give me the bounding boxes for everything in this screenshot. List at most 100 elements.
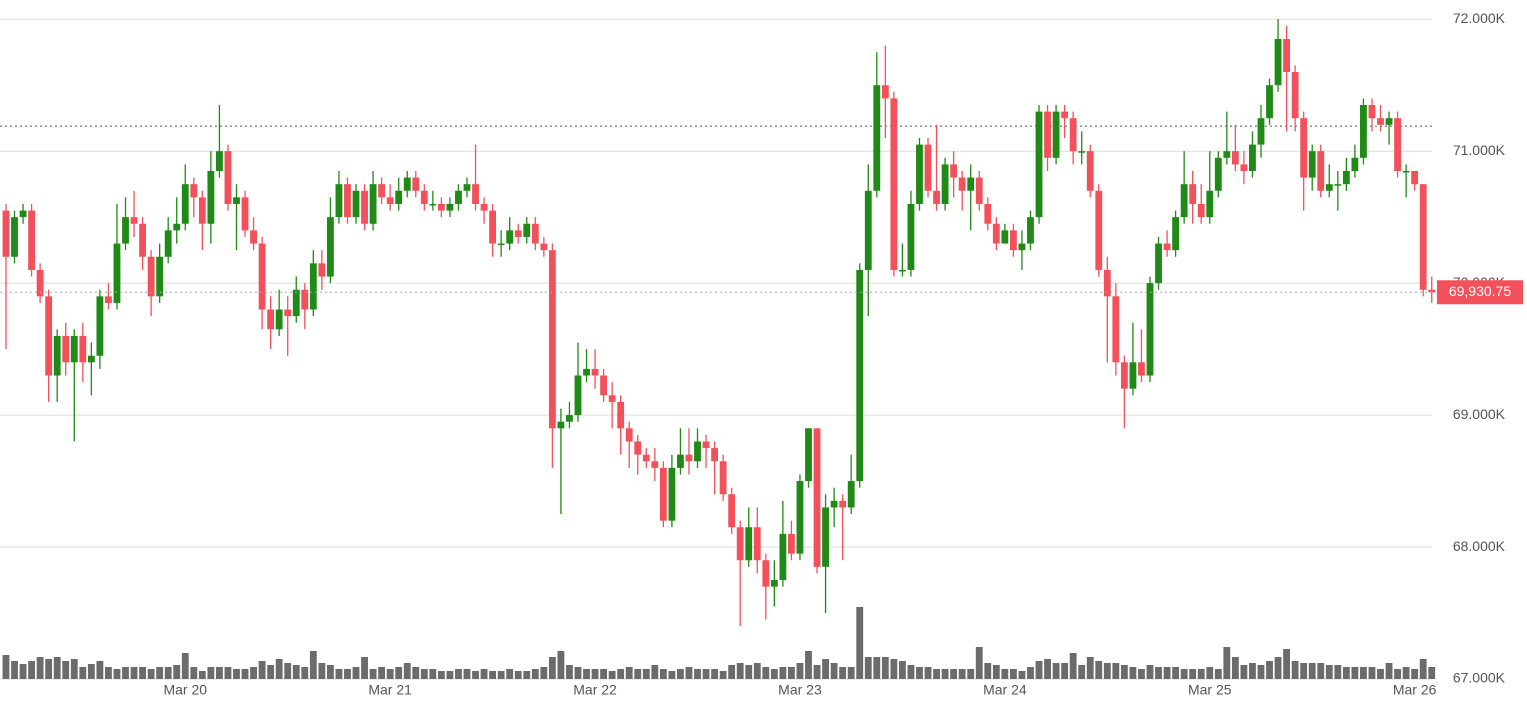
volume-bar bbox=[1283, 649, 1291, 679]
volume-bar bbox=[352, 667, 360, 679]
volume-bar bbox=[284, 663, 292, 679]
volume-bar bbox=[651, 665, 659, 679]
candle-body bbox=[1189, 184, 1197, 204]
volume-bar bbox=[53, 657, 61, 679]
candle-body bbox=[1411, 170, 1419, 185]
candle-body bbox=[1069, 118, 1077, 152]
candle-body bbox=[984, 203, 992, 224]
candle-body bbox=[1120, 362, 1128, 389]
volume-bar bbox=[378, 667, 386, 679]
candle-body bbox=[198, 197, 206, 224]
volume-bar bbox=[156, 667, 164, 679]
candle-body bbox=[19, 210, 27, 218]
candle-body bbox=[318, 263, 326, 277]
candle-body bbox=[1325, 184, 1333, 191]
volume-bar bbox=[292, 665, 300, 679]
volume-bar bbox=[685, 667, 693, 679]
candle-body bbox=[779, 533, 787, 581]
volume-bar bbox=[625, 667, 633, 679]
volume-bar bbox=[87, 664, 95, 679]
volume-bar bbox=[1394, 669, 1401, 679]
volume-bar bbox=[1180, 669, 1188, 679]
volume-bar bbox=[181, 653, 189, 679]
candle-body bbox=[156, 256, 164, 297]
candle-body bbox=[1112, 296, 1120, 363]
volume-bar bbox=[361, 657, 368, 679]
candle-body bbox=[1095, 190, 1103, 270]
candle-body bbox=[531, 223, 539, 244]
volume-bar bbox=[446, 671, 454, 679]
candle-body bbox=[916, 144, 923, 204]
candle-body bbox=[992, 223, 1000, 244]
candle-body bbox=[847, 481, 855, 508]
volume-bar bbox=[1377, 669, 1384, 679]
volume-bar bbox=[275, 659, 283, 679]
volume-bar bbox=[719, 671, 727, 679]
volume-bar bbox=[224, 667, 232, 679]
candle-body bbox=[292, 289, 300, 317]
candle-body bbox=[1061, 111, 1069, 119]
candle-body bbox=[770, 580, 778, 587]
candle-body bbox=[420, 190, 428, 204]
volume-bar bbox=[933, 669, 940, 679]
volume-bar bbox=[1018, 671, 1026, 679]
volume-bar bbox=[1342, 667, 1350, 679]
volume-bar bbox=[344, 669, 351, 679]
volume-bar bbox=[1146, 665, 1154, 679]
volume-bar bbox=[437, 671, 445, 679]
volume-bar bbox=[1334, 665, 1342, 679]
volume-bar bbox=[992, 665, 1000, 679]
candle-body bbox=[719, 461, 727, 495]
candle-body bbox=[1180, 184, 1188, 218]
volume-bar bbox=[1223, 647, 1231, 679]
volume-bar bbox=[1317, 663, 1325, 679]
candle-body bbox=[1419, 184, 1427, 290]
volume-bar bbox=[335, 669, 343, 679]
candle-body bbox=[566, 415, 573, 422]
volume-bar bbox=[1189, 669, 1197, 679]
candle-body bbox=[685, 454, 693, 462]
volume-bar bbox=[668, 671, 676, 679]
volume-bar bbox=[198, 671, 206, 679]
volume-bar bbox=[1291, 661, 1299, 679]
volume-bar bbox=[779, 667, 787, 679]
candle-body bbox=[753, 527, 761, 561]
candle-body bbox=[813, 428, 821, 567]
volume-bar bbox=[540, 667, 548, 679]
volume-bar bbox=[728, 665, 736, 679]
x-tick-label: Mar 21 bbox=[368, 682, 412, 698]
candle-body bbox=[352, 190, 360, 218]
candle-body bbox=[1172, 217, 1180, 251]
candle-body bbox=[258, 243, 266, 310]
candle-body bbox=[472, 184, 479, 204]
volume-bar bbox=[36, 657, 44, 679]
candle-body bbox=[1044, 111, 1051, 158]
volume-bar bbox=[122, 667, 129, 679]
candle-body bbox=[677, 454, 684, 468]
candle-body bbox=[805, 428, 812, 482]
volume-bar bbox=[958, 669, 966, 679]
candle-body bbox=[1368, 105, 1376, 119]
volume-bar bbox=[105, 667, 112, 679]
y-tick-label: 68.000K bbox=[1453, 538, 1506, 554]
candle-body bbox=[463, 184, 471, 191]
volume-bar bbox=[762, 667, 770, 679]
volume-bar bbox=[659, 669, 667, 679]
volume-bar bbox=[403, 663, 411, 679]
candle-body bbox=[557, 421, 565, 429]
volume-bar bbox=[523, 671, 531, 679]
candle-body bbox=[514, 230, 522, 237]
candle-body bbox=[1197, 203, 1205, 218]
candle-body bbox=[651, 461, 659, 468]
candle-body bbox=[608, 395, 616, 402]
volume-bar bbox=[1069, 653, 1077, 679]
volume-bar bbox=[1061, 663, 1069, 679]
candle-body bbox=[1103, 269, 1111, 297]
candle-body bbox=[745, 527, 753, 561]
candle-body bbox=[591, 368, 599, 376]
volume-bar bbox=[736, 663, 744, 679]
candle-body bbox=[600, 375, 608, 396]
volume-bar bbox=[1120, 665, 1128, 679]
volume-bar bbox=[2, 655, 10, 679]
